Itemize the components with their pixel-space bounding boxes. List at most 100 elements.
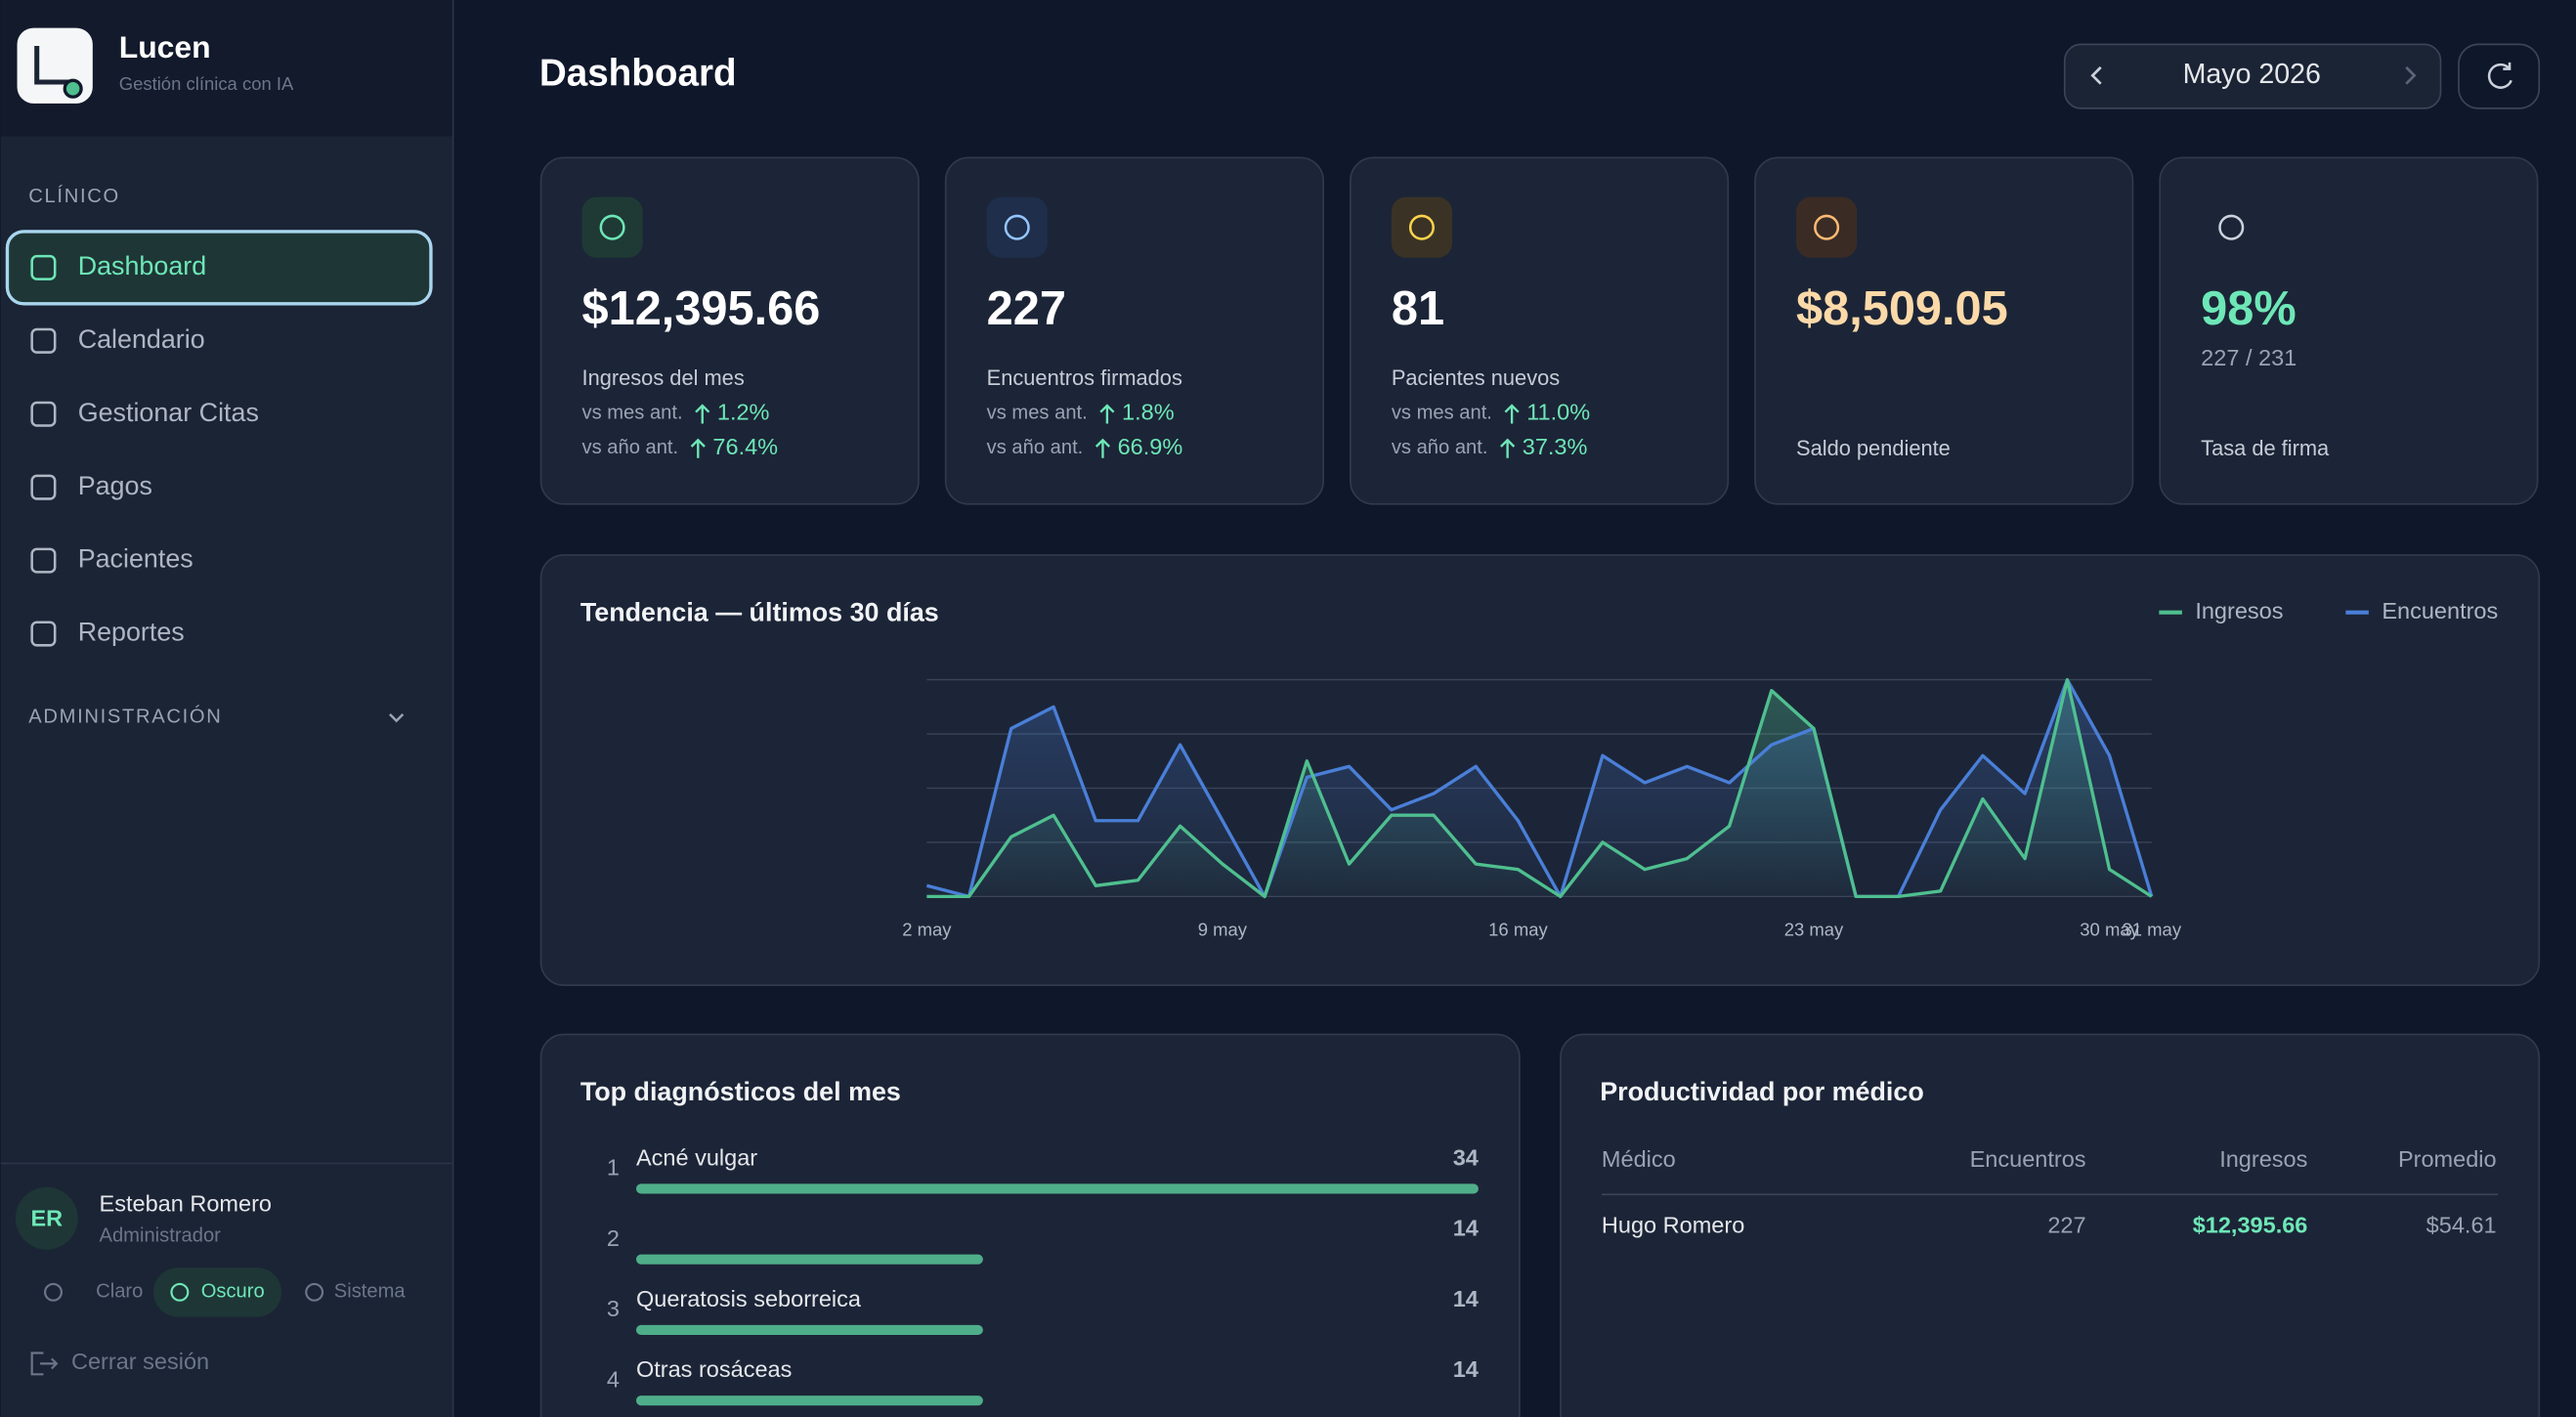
logout[interactable]: Cerrar sesión — [71, 1349, 209, 1374]
refresh-button[interactable] — [2458, 43, 2541, 109]
next[interactable] — [2405, 65, 2417, 85]
logout-icon — [30, 1352, 59, 1376]
up-arrow — [1095, 438, 1111, 458]
kpi-label: Pacientes nuevos — [1392, 365, 1560, 390]
column-header: Médico — [1602, 1146, 1676, 1172]
brand-name: Lucen — [119, 29, 211, 64]
kpi-icon-bg — [581, 196, 643, 258]
diagnosis-bar — [635, 1183, 1479, 1194]
avatar — [15, 1186, 78, 1250]
kpi-icon-bg — [1391, 196, 1453, 258]
nav-item[interactable]: Pacientes — [78, 544, 193, 574]
user-role: Administrador — [100, 1225, 222, 1247]
column-header: Ingresos — [2219, 1146, 2307, 1172]
comparison-label: vs mes ant. — [987, 403, 1088, 424]
theme-icon — [44, 1282, 63, 1302]
diagnosis-bar — [635, 1396, 983, 1406]
kpi-detail: 227 / 231 — [2201, 345, 2297, 370]
table-cell: 227 — [2047, 1212, 2085, 1237]
column-header: Encuentros — [1970, 1146, 2086, 1172]
x-tick-label: 2 may — [902, 920, 952, 940]
kpi-icon-bg — [986, 196, 1048, 258]
comparison-label: vs año ant. — [1392, 437, 1488, 458]
nav-icon — [30, 621, 57, 647]
x-tick-label: 30 may — [2080, 920, 2139, 940]
theme-option[interactable]: Oscuro — [201, 1281, 265, 1303]
theme-option[interactable]: Claro — [96, 1281, 143, 1303]
kpi-label: Encuentros firmados — [987, 365, 1182, 390]
brand-tagline: Gestión clínica con IA — [119, 73, 294, 94]
diagnosis-count: 14 — [1453, 1216, 1479, 1241]
nav-icon — [30, 547, 57, 574]
diagnosis-bar — [635, 1254, 983, 1265]
section-title[interactable]: ADMINISTRACIÓN — [28, 706, 222, 728]
diagnosis-name: Acné vulgar — [636, 1144, 757, 1170]
kpi-label: Ingresos del mes — [582, 365, 745, 390]
productivity-card — [1560, 1033, 2541, 1417]
rank: 4 — [607, 1366, 620, 1392]
kpi-icon — [599, 214, 625, 240]
diagnosis-name: Queratosis seborreica — [636, 1286, 862, 1311]
x-tick-label: 23 may — [1784, 920, 1844, 940]
comparison-change: 1.8% — [1122, 400, 1175, 425]
comparison-label: vs año ant. — [582, 437, 679, 458]
avatar-initials: ER — [30, 1206, 63, 1231]
up-arrow — [1099, 404, 1115, 424]
comparison-change: 1.2% — [717, 400, 770, 425]
theme-icon — [170, 1282, 190, 1302]
nav-item[interactable]: Dashboard — [78, 251, 206, 280]
table-cell: $54.61 — [2426, 1212, 2497, 1237]
user-name: Esteban Romero — [100, 1190, 272, 1216]
nav-item[interactable]: Calendario — [78, 324, 205, 354]
chevron — [389, 712, 405, 723]
up-arrow — [690, 438, 706, 458]
rank: 1 — [607, 1155, 620, 1181]
nav-icon — [30, 254, 57, 280]
nav-icon — [30, 401, 57, 427]
theme-option[interactable]: Sistema — [334, 1281, 407, 1303]
comparison-change: 66.9% — [1118, 434, 1183, 459]
kpi-card — [2159, 156, 2539, 505]
rank: 3 — [607, 1296, 620, 1321]
comparison-change: 76.4% — [712, 434, 778, 459]
diagnosis-bar — [635, 1324, 983, 1335]
comparison-label: vs año ant. — [987, 437, 1084, 458]
kpi-value: 227 — [987, 282, 1066, 335]
logo-mark — [34, 46, 73, 85]
comparison-change: 37.3% — [1523, 434, 1588, 459]
chart-title: Tendencia — últimos 30 días — [580, 597, 939, 626]
diagnosis-count: 14 — [1453, 1286, 1479, 1311]
month-picker[interactable] — [2063, 43, 2442, 109]
nav-item[interactable]: Gestionar Citas — [78, 398, 259, 427]
card-title: Productividad por médico — [1600, 1077, 1924, 1106]
kpi-value: $12,395.66 — [582, 282, 821, 335]
page-title: Dashboard — [539, 52, 737, 94]
x-tick-label: 31 may — [2122, 920, 2181, 940]
kpi-icon — [1408, 214, 1435, 240]
x-tick-label: 9 may — [1198, 920, 1248, 940]
theme-active — [152, 1267, 282, 1317]
diagnosis-count: 34 — [1453, 1144, 1479, 1170]
theme-icon — [305, 1282, 324, 1302]
prev[interactable] — [2090, 65, 2102, 85]
column-header: Promedio — [2398, 1146, 2497, 1172]
x-tick-label: 16 may — [1488, 920, 1548, 940]
table-cell: Hugo Romero — [1602, 1212, 1744, 1237]
section-title: CLÍNICO — [28, 185, 120, 207]
line — [926, 677, 2153, 899]
line — [925, 677, 2154, 899]
status-dot — [63, 78, 83, 99]
card-title: Top diagnósticos del mes — [580, 1077, 901, 1106]
diagnosis-name: Otras rosáceas — [636, 1356, 792, 1382]
kpi-value: 81 — [1392, 282, 1444, 335]
nav-item[interactable]: Reportes — [78, 618, 185, 647]
month: Mayo 2026 — [2183, 59, 2321, 90]
kpi-label: Saldo pendiente — [1796, 436, 1951, 460]
diagnoses-card — [539, 1033, 1521, 1417]
nav-item[interactable]: Pagos — [78, 471, 152, 500]
legend-label: Ingresos — [2195, 598, 2283, 623]
kpi-icon — [1814, 214, 1840, 240]
up-arrow — [695, 404, 710, 424]
refresh-icon — [2487, 62, 2512, 89]
